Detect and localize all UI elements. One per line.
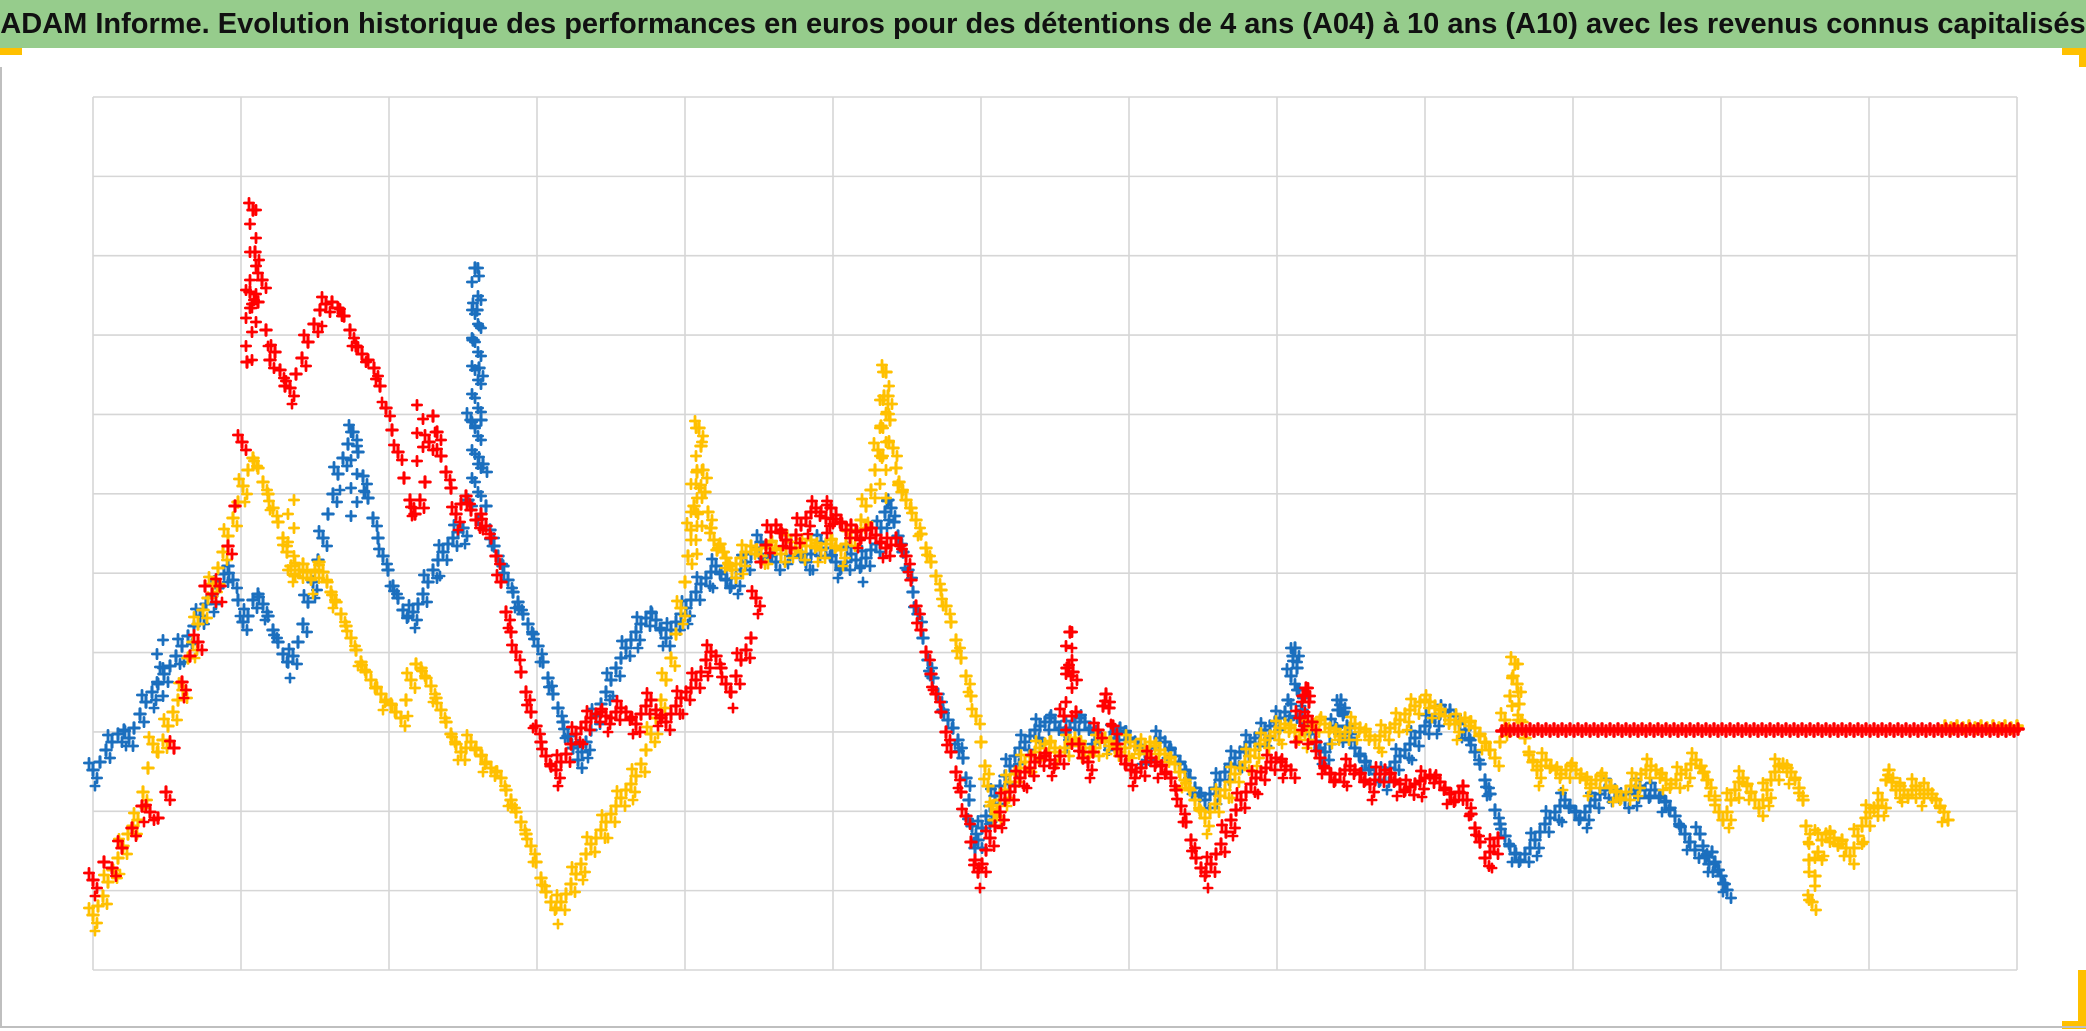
corner-accent-top-left (0, 48, 22, 55)
slide-bottom-border (0, 1026, 2086, 1028)
gridlines (92, 96, 2018, 971)
corner-accent-bottom-right-h (2062, 1021, 2086, 1029)
scatter-chart (0, 48, 2086, 1031)
corner-accent-top-right-h (2062, 48, 2086, 55)
title-banner: ADAM Informe. Evolution historique des p… (0, 0, 2086, 48)
slide-right-border (0, 67, 2, 1026)
corner-accent-bottom-right-v (2078, 970, 2086, 1026)
chart-canvas (83, 96, 2025, 971)
series-gold (83, 359, 2024, 937)
page-title: ADAM Informe. Evolution historique des p… (0, 7, 2086, 40)
corner-accent-top-right-v (2079, 48, 2086, 67)
series-blue (83, 261, 1737, 904)
series-red (83, 197, 2025, 902)
